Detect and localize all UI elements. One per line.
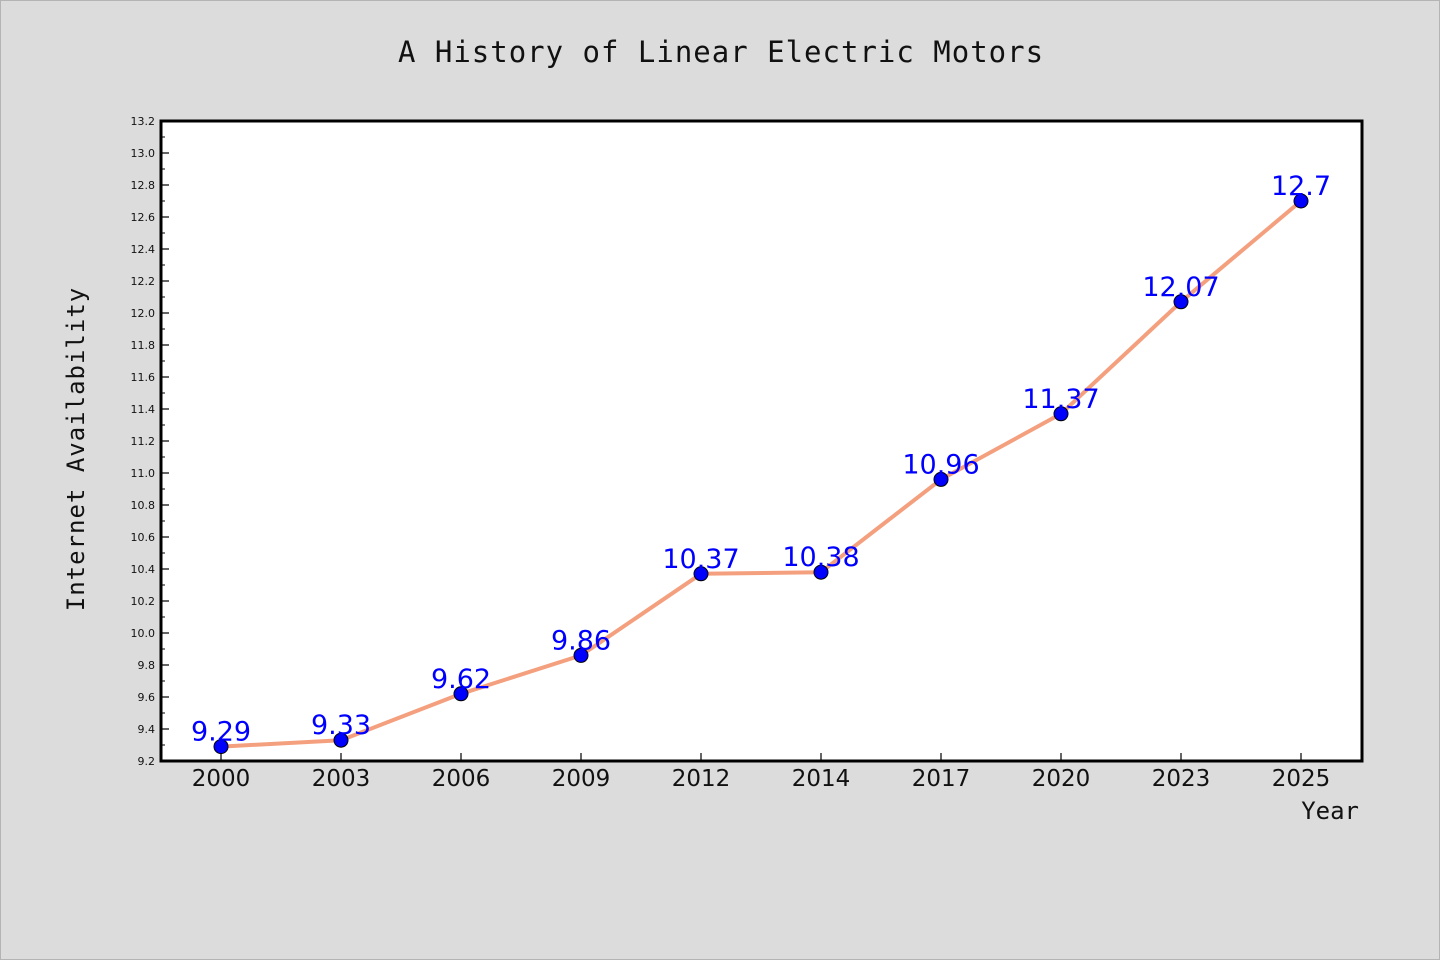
x-axis-title: Year xyxy=(1301,797,1359,825)
data-point xyxy=(1293,193,1309,209)
data-label: 12.07 xyxy=(1142,272,1219,303)
y-tick-label: 11.4 xyxy=(131,403,156,416)
data-point xyxy=(213,739,229,755)
x-tick-label: 2012 xyxy=(672,766,731,792)
data-label: 9.86 xyxy=(551,625,611,656)
x-tick-label: 2009 xyxy=(552,766,611,792)
y-tick-label: 11.8 xyxy=(131,339,156,352)
data-point xyxy=(453,686,469,702)
data-point xyxy=(693,566,709,582)
x-tick-label: 2006 xyxy=(432,766,491,792)
y-tick-label: 12.8 xyxy=(131,179,156,192)
x-tick-label: 2023 xyxy=(1152,766,1211,792)
plot-frame xyxy=(159,119,1364,763)
y-tick-label: 9.6 xyxy=(138,691,156,704)
y-tick-label: 9.8 xyxy=(138,659,156,672)
y-tick-label: 12.2 xyxy=(131,275,156,288)
y-tick-label: 12.6 xyxy=(131,211,156,224)
y-tick-label: 11.2 xyxy=(131,435,156,448)
data-point xyxy=(573,647,589,663)
data-label: 12.7 xyxy=(1271,171,1331,202)
data-label: 11.37 xyxy=(1022,384,1099,415)
y-tick-label: 10.4 xyxy=(131,563,156,576)
y-tick-label: 12.4 xyxy=(131,243,156,256)
y-tick-label: 12.0 xyxy=(131,307,156,320)
x-tick-label: 2025 xyxy=(1272,766,1331,792)
y-tick-label: 10.2 xyxy=(131,595,156,608)
x-tick-label: 2020 xyxy=(1032,766,1091,792)
y-tick-label: 13.0 xyxy=(131,147,156,160)
x-tick-label: 2003 xyxy=(312,766,371,792)
data-label: 10.37 xyxy=(662,544,739,575)
data-point xyxy=(813,564,829,580)
data-label: 9.33 xyxy=(311,710,371,741)
data-label: 9.29 xyxy=(191,717,251,748)
data-point xyxy=(333,732,349,748)
data-label: 10.96 xyxy=(902,449,979,480)
y-tick-label: 10.6 xyxy=(131,531,156,544)
x-tick-label: 2000 xyxy=(192,766,251,792)
y-axis: 9.2 9.4 9.6 9.8 10.0 10.2 10.4 10.6 10.8 11.0 11.2… xyxy=(131,115,169,768)
data-point xyxy=(933,471,949,487)
x-tick-label: 2014 xyxy=(792,766,851,792)
y-tick-label: 9.2 xyxy=(138,755,156,768)
y-tick-label: 10.0 xyxy=(131,627,156,640)
data-point xyxy=(1173,294,1189,310)
series-line xyxy=(219,199,1303,749)
y-tick-label: 10.8 xyxy=(131,499,156,512)
y-tick-label: 13.2 xyxy=(131,115,156,128)
x-tick-label: 2017 xyxy=(912,766,971,792)
y-tick-label: 11.0 xyxy=(131,467,156,480)
data-label: 10.38 xyxy=(782,542,859,573)
y-tick-label: 9.4 xyxy=(138,723,156,736)
y-tick-label: 11.6 xyxy=(131,371,156,384)
series-layer xyxy=(213,193,1309,755)
data-point xyxy=(1053,406,1069,422)
data-label: 9.62 xyxy=(431,664,491,695)
data-label-layer: 9.29 9.33 9.62 9.86 10.37 10.38 10.96 11.37 12.0… xyxy=(191,171,1331,748)
x-axis: 2000 2003 2006 2009 2012 2014 2017 2020 2023 2025 xyxy=(192,753,1331,792)
chart-title: A History of Linear Electric Motors xyxy=(397,35,1045,69)
